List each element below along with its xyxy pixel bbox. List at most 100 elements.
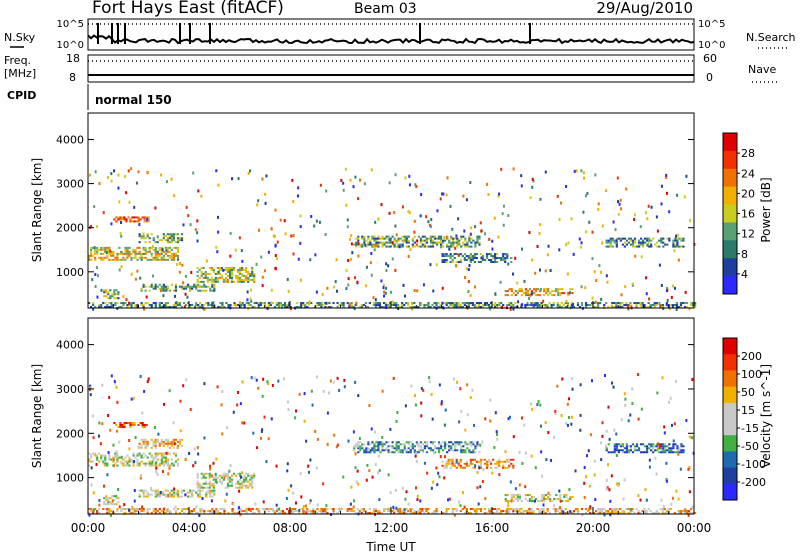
echo-cell [195,512,198,515]
echo-cell [315,219,318,223]
echo-cell [360,306,363,309]
echo-cell [629,239,633,242]
echo-cell [646,451,649,454]
echo-cell [195,491,198,494]
echo-cell [413,219,416,223]
echo-cell [199,495,202,498]
echo-cell [122,464,125,467]
echo-cell [413,245,416,248]
echo-cell [674,245,677,248]
echo-cell [562,304,565,307]
echo-cell [115,497,118,500]
echo-cell [189,512,192,515]
echo-cell [212,270,215,273]
echo-cell [637,447,641,450]
echo-cell [251,480,254,483]
echo-cell [487,259,491,262]
echo-cell [132,510,135,513]
echo-cell [464,239,467,242]
echo-cell [216,266,219,269]
echo-cell [138,493,141,496]
echo-cell [209,495,212,498]
echo-cell [514,510,517,513]
echo-cell [356,280,359,284]
echo-cell [514,494,517,497]
echo-cell [452,241,455,244]
echo-cell [371,243,374,246]
echo-cell [325,504,328,508]
echo-cell [153,426,156,430]
echo-cell [532,288,536,291]
echo-cell [209,491,212,494]
echo-cell [489,419,492,423]
echo-cell [475,305,478,309]
echo-cell [540,302,543,305]
echo-cell [384,304,388,307]
echo-cell [332,512,335,515]
echo-cell [403,512,406,515]
echo-cell [236,280,240,283]
echo-cell [414,393,417,397]
echo-cell [204,476,207,479]
echo-cell [132,462,135,465]
echo-cell [479,306,483,309]
echo-cell [140,289,143,292]
echo-cell [472,441,475,444]
echo-cell [118,306,121,309]
nsky-spikes [97,23,531,44]
echo-cell [507,500,510,504]
echo-cell [198,484,201,487]
echo-cell [270,227,273,231]
echo-cell [416,289,419,293]
echo-cell [387,445,390,448]
echo-cell [116,452,119,455]
echo-cell [479,460,483,463]
echo-cell [639,451,643,454]
echo-cell [433,302,436,305]
echo-cell [585,475,588,479]
echo-cell [526,294,530,297]
echo-cell [168,464,171,467]
echo-cell [476,237,479,240]
echo-cell [571,496,574,499]
echo-cell [605,487,608,491]
echo-cell [545,498,548,501]
echo-cell [427,237,431,240]
echo-cell [104,250,107,253]
echo-cell [377,441,380,444]
echo-cell [641,451,645,454]
echo-cell [675,234,678,238]
echo-cell [674,237,677,240]
echo-cell [432,451,435,455]
echo-cell [470,245,473,248]
echo-cell [251,274,254,277]
echo-cell [349,178,352,182]
echo-cell [106,254,109,257]
echo-cell [180,239,184,242]
echo-cell [559,288,562,291]
echo-cell [381,389,384,393]
echo-cell [672,451,675,454]
echo-cell [645,512,648,515]
echo-cell [128,460,131,463]
echo-cell [634,254,637,258]
echo-cell [662,245,665,248]
echo-cell [116,254,119,257]
echo-cell [676,449,679,452]
echo-cell [445,261,448,264]
echo-cell [130,167,133,171]
echo-cell [410,384,413,388]
echo-cell [220,474,224,477]
echo-cell [669,304,672,307]
echo-cell [115,423,118,426]
echo-cell [663,425,666,429]
echo-cell [110,222,113,226]
echo-cell [255,262,258,266]
echo-cell [198,276,201,279]
echo-cell [532,292,536,295]
echo-cell [417,510,420,513]
echo-cell [516,498,519,501]
echo-cell [241,259,244,263]
echo-cell [218,268,221,271]
echo-cell [247,270,250,273]
